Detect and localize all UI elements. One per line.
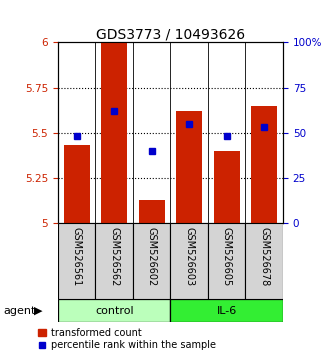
- Text: agent: agent: [3, 306, 36, 316]
- Bar: [208, 223, 246, 299]
- Bar: [176, 111, 202, 223]
- Text: GSM526605: GSM526605: [222, 227, 232, 286]
- Text: ▶: ▶: [34, 306, 42, 316]
- Bar: [58, 299, 170, 322]
- Bar: [170, 299, 283, 322]
- Text: GSM526603: GSM526603: [184, 227, 194, 286]
- Bar: [133, 223, 170, 299]
- Bar: [251, 105, 277, 223]
- Legend: transformed count, percentile rank within the sample: transformed count, percentile rank withi…: [38, 328, 215, 350]
- Bar: [101, 42, 127, 223]
- Text: control: control: [95, 306, 133, 316]
- Bar: [213, 151, 240, 223]
- Bar: [64, 145, 90, 223]
- Text: IL-6: IL-6: [216, 306, 237, 316]
- Text: GSM526562: GSM526562: [109, 227, 119, 286]
- Bar: [58, 223, 95, 299]
- Title: GDS3773 / 10493626: GDS3773 / 10493626: [96, 27, 245, 41]
- Text: GSM526602: GSM526602: [147, 227, 157, 286]
- Bar: [170, 223, 208, 299]
- Bar: [139, 200, 165, 223]
- Text: GSM526678: GSM526678: [259, 227, 269, 286]
- Bar: [246, 223, 283, 299]
- Bar: [95, 223, 133, 299]
- Text: GSM526561: GSM526561: [72, 227, 82, 286]
